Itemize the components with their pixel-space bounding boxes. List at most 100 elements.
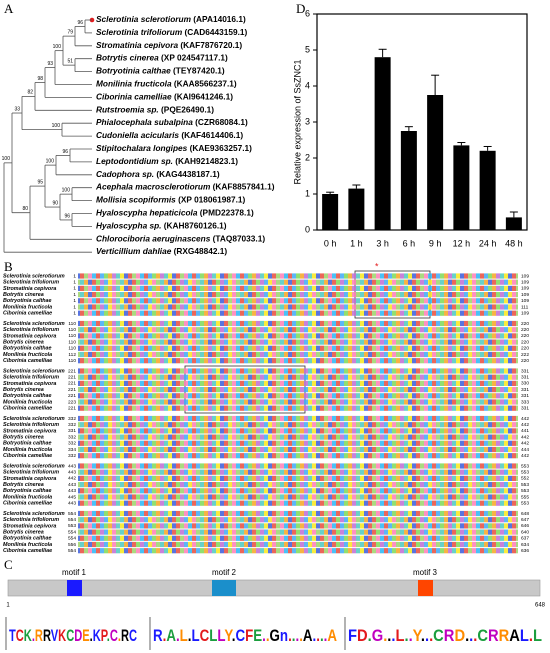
bootstrap: 90 [52, 200, 58, 206]
taxon-name: Botrytis cinerea [96, 53, 159, 63]
alignment-name: Ciborinia camelliae [3, 548, 52, 554]
logo-letter: . [262, 626, 266, 645]
alignment-end: 220 [521, 346, 529, 352]
alignment-start: 110 [68, 321, 76, 327]
taxon-label: Mollisia scopiformis (XP 018061987.1) [96, 195, 246, 205]
logo-letter: C [433, 626, 444, 645]
alignment-name: Sclerotinia trifoliorum [3, 327, 59, 333]
alignment-start: 554 [68, 529, 76, 535]
alignment-start: 110 [68, 346, 76, 352]
alignment-name: Ciborinia camelliae [3, 358, 52, 364]
logo-letter: G [372, 626, 383, 645]
alignment-name: Sclerotinia trifoliorum [3, 470, 59, 476]
sequence-row [78, 304, 518, 310]
taxon-name: Stromatinia cepivora [96, 40, 178, 50]
taxon-label: Hyaloscypha hepaticicola (PMD22378.1) [96, 208, 254, 218]
alignment-end: 109 [521, 273, 529, 279]
logo-letter: . [292, 626, 296, 645]
x-tick-label: 1 h [350, 238, 363, 248]
sequence-row [78, 387, 518, 393]
alignment-start: 110 [68, 327, 76, 333]
sequence-row [78, 500, 518, 506]
bar [427, 95, 444, 230]
sequence-row [78, 440, 518, 446]
logo-letter: L [520, 626, 529, 645]
y-tick-label: 5 [305, 44, 310, 54]
alignment-start: 112 [68, 352, 76, 358]
alignment-start: 332 [68, 416, 76, 422]
sequence-end: 648 [535, 603, 546, 609]
x-tick-label: 6 h [403, 238, 416, 248]
sequence-logo: TCK.RRVKCDE.KP.C.RC [9, 626, 137, 645]
alignment-name: Botrytis cinerea [3, 435, 44, 441]
alignment-end: 646 [521, 523, 529, 529]
alignment-start: 443 [68, 482, 76, 488]
alignment-name: Botrytis cinerea [3, 530, 44, 536]
alignment-start: 332 [68, 422, 76, 428]
logo-letter: R [121, 626, 129, 645]
alignment-start: 443 [68, 500, 76, 506]
taxon-id: (RXG48842.1) [174, 246, 228, 256]
logo-letter: n [280, 626, 288, 645]
taxon-label: Botrytis cinerea (XP 024547117.1) [96, 53, 228, 63]
panel-label: D [296, 1, 305, 16]
bootstrap: 80 [22, 206, 28, 212]
logo-letter: . [107, 626, 110, 645]
bootstrap: 100 [52, 123, 61, 129]
alignment-end: 330 [521, 381, 529, 387]
bootstrap: 51 [67, 58, 73, 64]
y-tick-label: 4 [305, 80, 310, 90]
bootstrap: 82 [27, 90, 33, 96]
logo-letter: . [188, 626, 192, 645]
logo-letter: . [320, 626, 324, 645]
taxon-id: (KAF4614406.1) [181, 130, 243, 140]
alignment-name: Ciborinia camelliae [3, 311, 52, 317]
logo-letter: V [51, 626, 59, 645]
logo-letter: . [313, 626, 317, 645]
alignment-start: 221 [68, 387, 76, 393]
alignment-start: 110 [68, 333, 76, 339]
alignment-name: Stromatinia cepivora [3, 523, 56, 529]
logo-letter: . [469, 626, 473, 645]
taxon-name: Phialocephala subalpina [96, 117, 193, 127]
logo-letter: . [421, 626, 425, 645]
motif-1 [67, 580, 82, 596]
sequence-row [78, 529, 518, 535]
alignment-name: Ciborinia camelliae [3, 453, 52, 459]
taxon-id: (XP 024547117.1) [161, 53, 228, 63]
logo-letter: K [93, 626, 101, 645]
sequence-row [78, 345, 518, 351]
logo-letter: K [24, 626, 32, 645]
taxon-id: (KAF7876720.1) [180, 40, 242, 50]
taxon-id: (PQE26490.1) [161, 104, 214, 114]
alignment-end: 109 [521, 310, 529, 316]
alignment-start: 332 [68, 453, 76, 459]
logo-letter: E [253, 626, 262, 645]
alignment-end: 444 [521, 447, 529, 453]
alignment-start: 1 [73, 298, 76, 304]
alignment-end: 331 [521, 405, 529, 411]
sequence-row [78, 453, 518, 459]
logo-letter: P [101, 626, 108, 645]
taxon-label: Stipitochalara longipes (KAE9363257.1) [96, 143, 252, 153]
alignment-name: Stromatinia cepivora [3, 428, 56, 434]
logo-letter: C [477, 626, 488, 645]
protein-bar [7, 579, 541, 597]
taxon-label: Stromatinia cepivora (KAF7876720.1) [96, 40, 242, 50]
alignment-end: 442 [521, 434, 529, 440]
panel-label: C [4, 557, 13, 572]
logo-letter: A [303, 626, 313, 645]
logo-letter: . [32, 626, 35, 645]
alignment-start: 1 [73, 279, 76, 285]
logo-letter: E [82, 626, 89, 645]
taxon-id: (APA14016.1) [193, 14, 246, 24]
alignment-end: 331 [521, 387, 529, 393]
sequence-row [78, 310, 518, 316]
alignment-start: 221 [68, 368, 76, 374]
alignment-end: 636 [521, 548, 529, 554]
alignment-name: Botryotinia calthae [3, 488, 52, 494]
asterisk: * [375, 261, 379, 271]
alignment-end: 220 [521, 333, 529, 339]
y-tick-label: 1 [305, 188, 310, 198]
